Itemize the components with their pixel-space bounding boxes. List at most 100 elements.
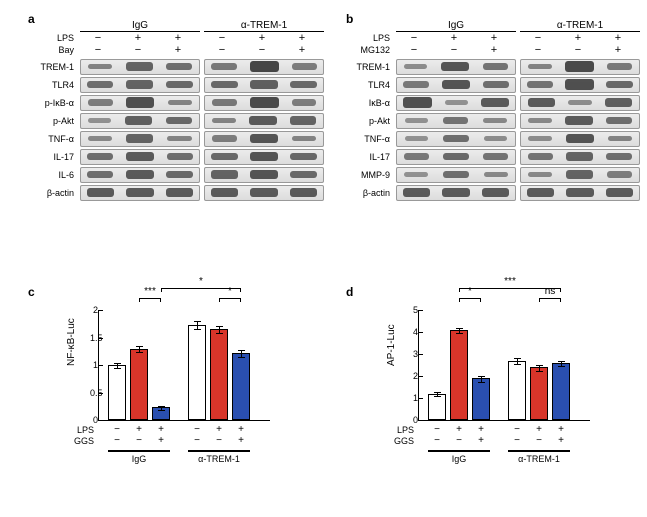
gel-lane-group: [520, 59, 640, 75]
band: [168, 100, 192, 106]
significance-bracket: [459, 288, 561, 289]
x-treatment-pm: −: [506, 424, 528, 435]
band: [566, 152, 593, 160]
x-treatment-pm: +: [550, 424, 572, 435]
bar: [508, 361, 526, 420]
bar: [152, 407, 170, 420]
band: [211, 170, 238, 178]
band: [484, 136, 508, 141]
treatment-pm: −: [78, 44, 118, 56]
band: [126, 97, 154, 107]
band: [403, 81, 428, 88]
band: [403, 188, 431, 197]
y-tick: 1: [90, 360, 98, 370]
treatment-pm: +: [474, 32, 514, 44]
band: [87, 81, 113, 89]
treatment-pm: +: [282, 32, 322, 44]
protein-label: IL-17: [36, 152, 78, 162]
band: [404, 64, 428, 69]
gel-lane-group: [80, 167, 200, 183]
band: [482, 188, 510, 197]
bar: [210, 329, 228, 420]
x-treatment-pm: +: [230, 424, 252, 435]
gel-lane-group: [80, 113, 200, 129]
panel-c: NF-κB-Luc00.511.52*****IgGα-TREM-1LPS−++…: [60, 300, 270, 460]
protein-label: IL-6: [36, 170, 78, 180]
x-treatment-label: GGS: [60, 436, 98, 446]
band: [126, 62, 153, 70]
protein-label: IκB-α: [352, 98, 394, 108]
significance-bracket: [161, 288, 241, 289]
band: [87, 153, 113, 161]
y-tick: 3: [410, 349, 418, 359]
band: [166, 171, 192, 179]
panel-c-label: c: [28, 285, 35, 299]
treatment-pm: +: [434, 32, 474, 44]
x-treatment-pm: +: [150, 435, 172, 446]
band: [88, 64, 112, 70]
band: [483, 63, 509, 70]
x-treatment-pm: −: [426, 435, 448, 446]
band: [250, 134, 278, 144]
treatment-pm: −: [434, 44, 474, 56]
gel-lane-group: [80, 131, 200, 147]
y-tick: 4: [410, 327, 418, 337]
band: [606, 153, 632, 161]
x-treatment-pm: −: [506, 435, 528, 446]
band: [606, 117, 632, 125]
x-treatment-label: GGS: [380, 436, 418, 446]
gel-lane-group: [80, 185, 200, 201]
band: [441, 62, 469, 72]
gel-lane-group: [396, 95, 516, 111]
band: [443, 117, 469, 124]
band: [212, 118, 236, 124]
treatment-label: Bay: [36, 45, 78, 55]
treatment-pm: −: [518, 44, 558, 56]
significance-bracket: [459, 298, 481, 299]
gel-lane-group: [396, 131, 516, 147]
significance-bracket: [219, 298, 241, 299]
band: [88, 118, 111, 122]
protein-label: TNF-α: [352, 134, 394, 144]
gel-lane-group: [520, 131, 640, 147]
band: [290, 171, 316, 179]
band: [166, 81, 192, 89]
protein-label: TREM-1: [36, 62, 78, 72]
band: [212, 99, 237, 106]
gel-lane-group: [520, 167, 640, 183]
band: [607, 63, 632, 70]
band: [481, 98, 509, 107]
band: [565, 79, 593, 89]
treatment-pm: −: [202, 44, 242, 56]
gel-lane-group: [396, 149, 516, 165]
x-treatment-pm: +: [448, 424, 470, 435]
bar: [108, 365, 126, 420]
treatment-label: LPS: [352, 33, 394, 43]
band: [125, 116, 152, 125]
band: [250, 170, 278, 180]
protein-label: β-actin: [352, 188, 394, 198]
protein-label: IL-17: [352, 152, 394, 162]
y-tick: 1: [410, 393, 418, 403]
bar: [428, 394, 446, 420]
band: [442, 188, 470, 197]
band: [528, 172, 552, 177]
band: [88, 99, 113, 105]
x-treatment-pm: +: [230, 435, 252, 446]
band: [166, 188, 194, 197]
band: [404, 153, 429, 160]
panel-d: AP-1-Luc012345*ns***IgGα-TREM-1LPS−++−++…: [380, 300, 590, 460]
band: [442, 80, 470, 90]
significance-bracket: [539, 298, 561, 299]
band: [568, 100, 592, 105]
gel-lane-group: [204, 95, 324, 111]
band: [126, 152, 154, 161]
y-tick: 1.5: [90, 333, 98, 343]
gel-lane-group: [396, 185, 516, 201]
band: [250, 152, 278, 162]
treatment-pm: +: [474, 44, 514, 56]
band: [167, 136, 191, 142]
x-treatment-pm: +: [550, 435, 572, 446]
x-treatment-pm: +: [470, 424, 492, 435]
treatment-pm: −: [518, 32, 558, 44]
